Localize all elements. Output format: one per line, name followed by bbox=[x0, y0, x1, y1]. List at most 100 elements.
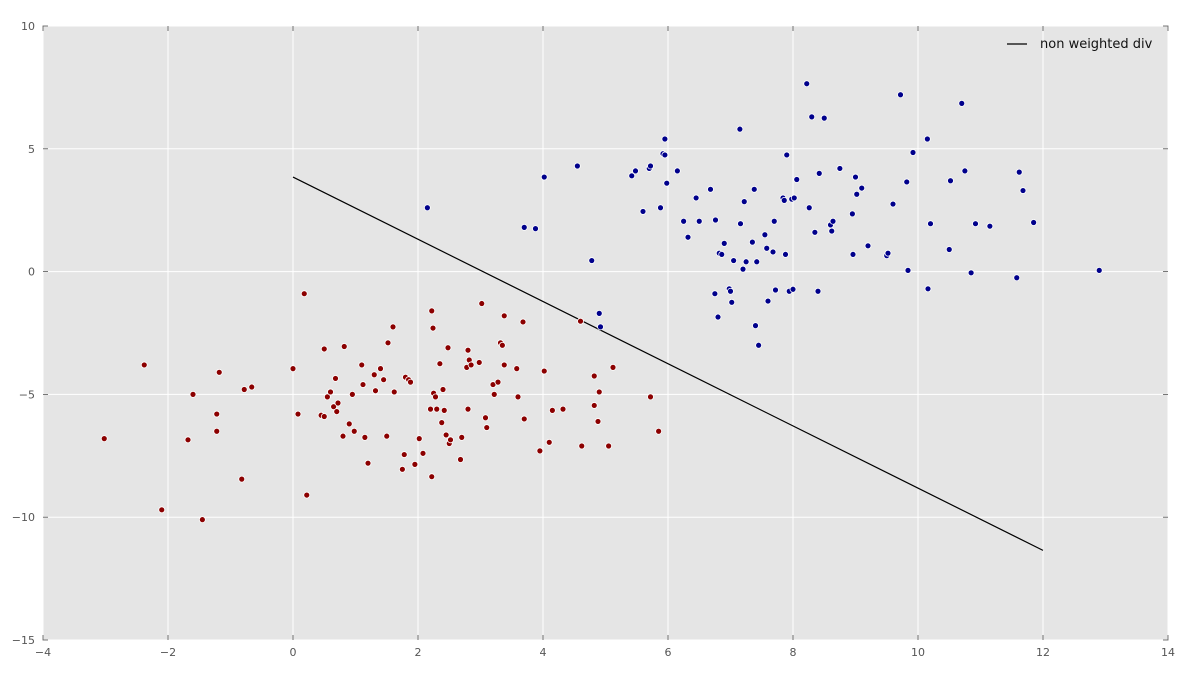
red-point bbox=[333, 408, 341, 415]
red-point bbox=[380, 376, 388, 384]
blue-point bbox=[814, 287, 822, 295]
red-point bbox=[332, 375, 339, 382]
red-point bbox=[372, 387, 379, 395]
x-tick-label: 0 bbox=[290, 646, 297, 659]
blue-point bbox=[742, 258, 750, 266]
blue-point bbox=[628, 172, 636, 180]
blue-point bbox=[924, 285, 932, 293]
grid bbox=[42, 25, 1169, 641]
red-point bbox=[478, 300, 486, 307]
red-point bbox=[300, 290, 308, 298]
red-point bbox=[436, 360, 444, 368]
blue-point bbox=[772, 286, 779, 294]
blue-point bbox=[909, 149, 917, 156]
blue-point bbox=[897, 91, 904, 99]
red-point bbox=[327, 388, 334, 396]
red-point bbox=[140, 361, 148, 369]
red-point bbox=[364, 459, 372, 467]
blue-point bbox=[532, 225, 539, 233]
red-point bbox=[458, 433, 466, 441]
red-point bbox=[361, 433, 369, 441]
red-point bbox=[647, 393, 654, 401]
red-point bbox=[428, 307, 436, 315]
blue-point bbox=[945, 246, 953, 253]
red-point bbox=[467, 361, 475, 369]
red-point bbox=[577, 317, 584, 325]
blue-point bbox=[889, 200, 897, 208]
blue-point bbox=[711, 290, 719, 298]
red-point bbox=[464, 346, 472, 354]
blue-point bbox=[595, 309, 603, 317]
red-point bbox=[330, 403, 338, 411]
blue-point bbox=[753, 258, 761, 266]
blue-point bbox=[657, 204, 664, 212]
blue-point bbox=[1019, 187, 1027, 194]
red-point bbox=[415, 435, 423, 443]
red-point bbox=[370, 371, 378, 379]
blue-point bbox=[588, 257, 596, 264]
blue-point bbox=[923, 135, 931, 143]
blue-point bbox=[793, 176, 801, 183]
red-point bbox=[595, 388, 603, 396]
red-point bbox=[358, 361, 366, 369]
y-tick-label: −15 bbox=[12, 634, 35, 647]
blue-point bbox=[884, 249, 892, 257]
legend: non weighted div bbox=[1007, 37, 1153, 52]
blue-point bbox=[782, 251, 789, 258]
blue-point bbox=[739, 265, 747, 273]
blue-point bbox=[904, 266, 912, 274]
blue-point bbox=[712, 216, 719, 224]
red-point bbox=[303, 491, 311, 499]
red-point bbox=[500, 361, 508, 369]
red-point bbox=[294, 410, 302, 418]
blue-point bbox=[1013, 274, 1021, 282]
red-point bbox=[519, 318, 527, 326]
red-point bbox=[514, 393, 522, 401]
x-tick-label: −4 bbox=[35, 646, 51, 659]
red-point bbox=[334, 399, 342, 407]
y-tick-label: 5 bbox=[28, 143, 35, 156]
red-point bbox=[482, 414, 489, 422]
red-point bbox=[215, 368, 223, 376]
red-point bbox=[240, 386, 248, 393]
blue-point bbox=[707, 185, 714, 193]
red-point bbox=[609, 363, 617, 371]
red-point bbox=[377, 365, 384, 373]
blue-point bbox=[848, 210, 856, 218]
blue-point bbox=[761, 231, 769, 239]
red-point bbox=[432, 393, 439, 401]
blue-point bbox=[647, 162, 654, 170]
blue-point bbox=[958, 99, 966, 107]
red-point bbox=[383, 432, 391, 440]
red-point bbox=[520, 415, 528, 423]
separator-lines bbox=[292, 176, 1044, 551]
blue-point bbox=[808, 113, 816, 121]
red-point bbox=[475, 359, 483, 366]
red-point bbox=[439, 386, 447, 393]
blue-point bbox=[695, 217, 703, 225]
red-point bbox=[429, 324, 437, 332]
red-point bbox=[494, 378, 502, 386]
blue-point bbox=[780, 196, 788, 204]
red-point bbox=[500, 312, 508, 320]
red-point bbox=[198, 516, 206, 524]
red-point bbox=[548, 406, 556, 414]
blue-point bbox=[661, 135, 669, 143]
x-tick-labels: −4 −2 0 2 4 6 8 10 12 14 bbox=[35, 646, 1175, 659]
blue-point bbox=[820, 114, 828, 122]
red-point bbox=[184, 436, 192, 444]
blue-point bbox=[692, 194, 700, 202]
red-point bbox=[444, 344, 452, 352]
blue-point bbox=[755, 341, 763, 349]
red-point bbox=[419, 449, 427, 457]
red-point bbox=[320, 413, 328, 420]
blue-point bbox=[858, 184, 866, 192]
x-tick-label: 12 bbox=[1036, 646, 1050, 659]
x-tick-label: 10 bbox=[911, 646, 925, 659]
red-point bbox=[350, 427, 358, 435]
blue-point bbox=[673, 167, 681, 175]
blue-point bbox=[803, 80, 811, 88]
blue-point bbox=[829, 217, 837, 225]
blue-point bbox=[972, 220, 979, 228]
